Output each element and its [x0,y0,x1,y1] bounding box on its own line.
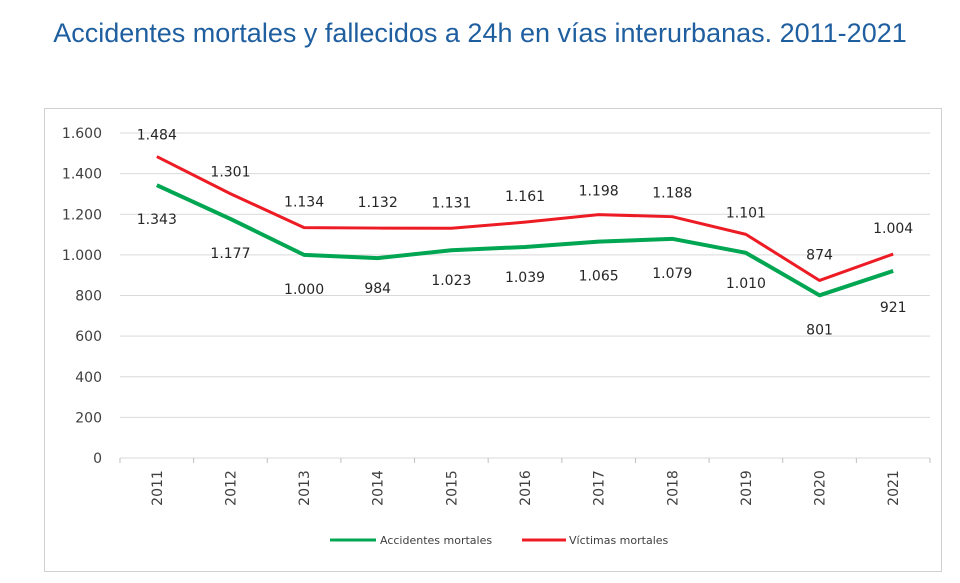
series-line-accidentes [155,183,894,298]
legend: Accidentes mortales Víctimas mortales [330,534,669,547]
data-label: 1.065 [579,269,619,285]
y-tick-label: 0 [93,451,102,467]
data-label: 921 [880,300,907,316]
x-tick-label: 2014 [371,470,387,506]
data-label: 1.177 [210,246,250,262]
y-tick-label: 1.000 [62,248,102,264]
x-tick-label: 2021 [886,470,902,506]
y-tick-label: 1.400 [62,167,102,183]
y-axis: 0 200 400 600 800 1.000 1.200 1.400 1.600 [62,126,102,467]
x-tick-label: 2019 [739,470,755,506]
y-tick-label: 600 [75,329,102,345]
x-tick-label: 2015 [444,470,460,506]
legend-label: Accidentes mortales [380,534,492,547]
data-label: 1.161 [505,189,545,205]
y-tick-label: 1.200 [62,207,102,223]
y-tick-label: 1.600 [62,126,102,142]
series-line-victimas [156,155,894,282]
data-label: 1.484 [137,128,177,144]
x-tick-label: 2013 [297,470,313,506]
gridlines [120,132,930,459]
data-label: 1.343 [137,212,177,228]
data-label: 1.010 [726,276,766,292]
y-tick-label: 400 [75,370,102,386]
data-label: 1.101 [726,205,766,221]
data-label: 984 [364,281,391,297]
data-label: 1.131 [431,195,471,211]
x-tick-label: 2011 [150,470,166,506]
data-label: 1.023 [431,273,471,289]
data-label: 1.039 [505,270,545,286]
data-label: 1.000 [284,282,324,298]
data-label: 1.188 [652,186,692,202]
x-tick-label: 2016 [518,470,534,506]
legend-label: Víctimas mortales [569,534,669,547]
data-labels: 1.343 1.177 1.000 984 1.023 1.039 1.065 1.079 1.… [137,128,914,339]
data-label: 1.198 [579,184,619,200]
x-tick-label: 2012 [223,470,239,506]
y-tick-label: 200 [75,410,102,426]
chart-frame [44,108,942,572]
data-label: 801 [806,322,833,338]
chart-title: Accidentes mortales y fallecidos a 24h e… [53,18,907,48]
data-label: 1.079 [652,266,692,282]
x-axis: 2011 2012 2013 2014 2015 2016 2017 2018 2019 2020… [119,458,931,506]
data-label: 874 [806,247,833,263]
data-label: 1.132 [358,195,398,211]
y-tick-label: 800 [75,289,102,305]
series-lines [155,155,894,298]
x-tick-label: 2017 [592,470,608,506]
x-tick-label: 2018 [665,470,681,506]
x-tick-label: 2020 [813,470,829,506]
data-label: 1.301 [210,165,250,181]
data-label: 1.004 [873,221,913,237]
data-label: 1.134 [284,195,324,211]
